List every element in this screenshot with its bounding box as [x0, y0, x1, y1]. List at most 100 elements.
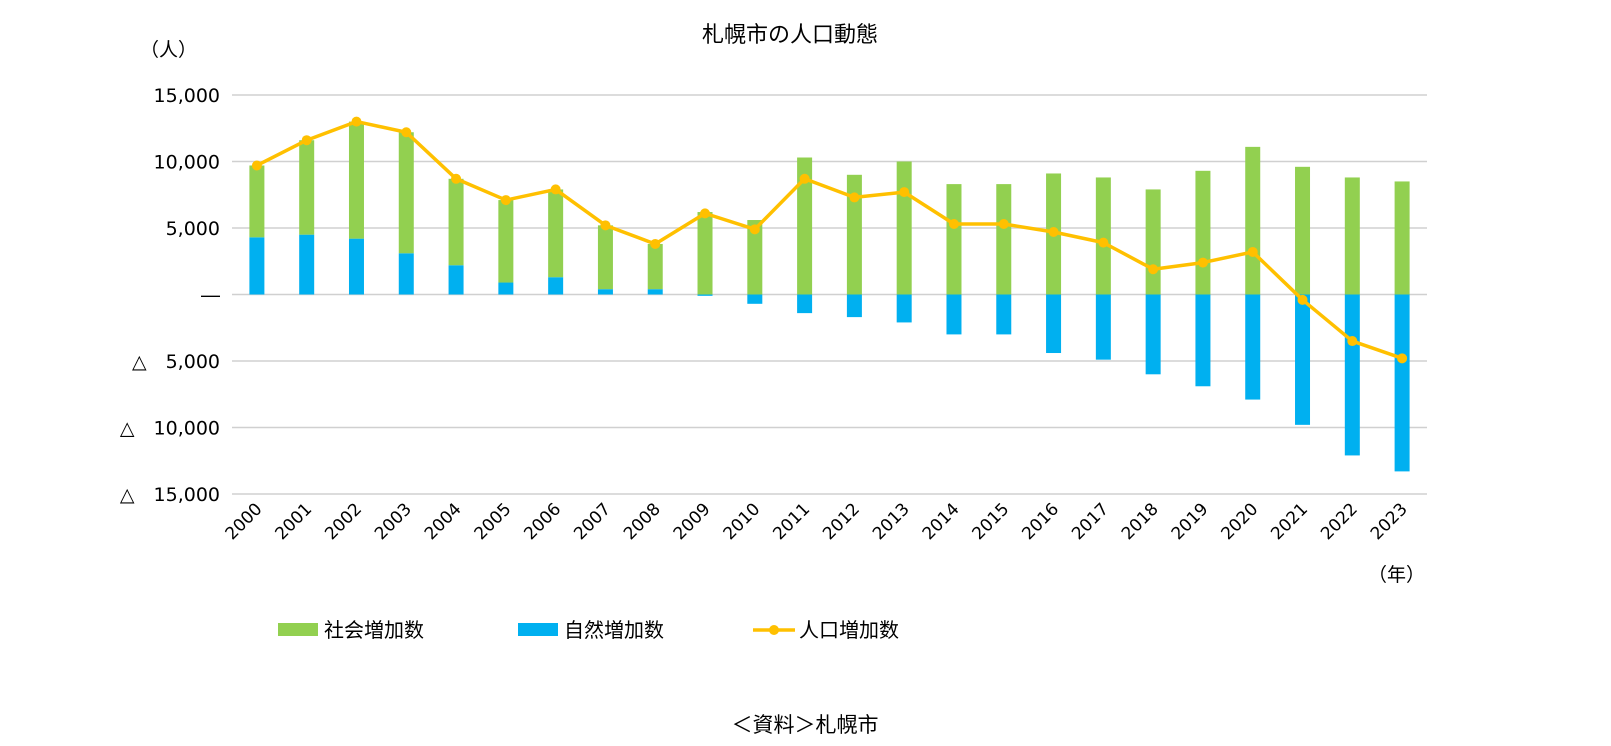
population-increase-point-2011	[799, 173, 810, 184]
population-increase-point-2020	[1247, 246, 1258, 257]
bar-social-increase-2006	[548, 189, 564, 278]
population-increase-point-2009	[700, 208, 711, 219]
x-tick-label: 2010	[720, 499, 765, 544]
bar-natural-increase-2014	[946, 294, 962, 335]
bar-natural-increase-2001	[299, 234, 315, 295]
x-tick-label: 2008	[620, 499, 665, 544]
population-increase-point-2017	[1098, 237, 1109, 248]
y-axis-unit-label: （人）	[140, 39, 197, 61]
bar-natural-increase-2016	[1046, 294, 1062, 354]
y-axis-tick-labels: 15,000 10,000 5,000 ― △ 5,000 △ 10,000 △ 15,00…	[120, 85, 220, 506]
x-tick-label: 2011	[769, 499, 814, 544]
legend-label: 人口増加数	[799, 618, 899, 642]
bar-social-increase-2000	[249, 165, 265, 238]
bar-social-increase-2012	[846, 174, 862, 295]
legend-item-2: 自然増加数	[518, 618, 664, 642]
x-tick-label: 2007	[570, 499, 615, 544]
y-tick-label: 10,000	[154, 152, 220, 174]
population-increase-point-2002	[351, 116, 362, 127]
x-tick-label: 2015	[969, 499, 1014, 544]
x-axis-tick-labels: 2000 2001 2002 2003 2004 2005 2006 2007 2008 2009…	[222, 499, 1412, 544]
bar-natural-increase-2005	[498, 282, 514, 295]
bar-social-increase-2001	[299, 140, 315, 235]
x-tick-label: 2019	[1168, 499, 1213, 544]
x-axis-unit-label: （年）	[1368, 564, 1425, 586]
bar-natural-increase-2022	[1344, 294, 1360, 456]
bar-natural-increase-2023	[1394, 294, 1410, 472]
bar-social-increase-2007	[597, 225, 613, 290]
bar-social-increase-2018	[1145, 189, 1161, 295]
population-increase-point-2015	[998, 219, 1009, 230]
x-tick-label: 2023	[1367, 499, 1412, 544]
legend-label: 自然増加数	[564, 618, 664, 642]
bar-natural-increase-2020	[1245, 294, 1261, 400]
x-tick-label: 2016	[1018, 499, 1063, 544]
population-increase-point-2023	[1397, 353, 1408, 364]
population-increase-point-2006	[550, 184, 561, 195]
population-increase-point-2021	[1297, 294, 1308, 305]
bar-social-increase-2010	[747, 220, 763, 295]
bar-natural-increase-2008	[647, 289, 663, 295]
y-tick-label: 15,000	[154, 85, 220, 107]
population-increase-point-2003	[401, 127, 412, 138]
bar-natural-increase-2003	[398, 253, 414, 295]
bar-social-increase-2009	[697, 212, 713, 295]
population-increase-point-2005	[500, 195, 511, 206]
x-tick-label: 2000	[222, 499, 267, 544]
y-tick-label: △ 5,000	[132, 351, 220, 373]
bar-social-increase-2013	[896, 161, 912, 295]
population-increase-point-2016	[1048, 226, 1059, 237]
population-increase-point-2022	[1347, 336, 1358, 347]
legend-swatch	[518, 623, 558, 636]
y-tick-label: △ 10,000	[120, 418, 220, 440]
y-tick-label: 5,000	[166, 218, 220, 240]
bar-natural-increase-2011	[797, 294, 813, 314]
bar-natural-increase-2013	[896, 294, 912, 323]
bar-natural-increase-2010	[747, 294, 763, 304]
x-tick-label: 2012	[819, 499, 864, 544]
x-tick-label: 2006	[520, 499, 565, 544]
bar-social-increase-2019	[1195, 170, 1211, 295]
bar-natural-increase-2000	[249, 237, 265, 295]
population-increase-line	[251, 116, 1408, 364]
legend: 社会増加数 自然増加数 人口増加数	[278, 618, 899, 642]
bar-social-increase-2002	[348, 121, 364, 239]
legend-item-3: 人口増加数	[753, 618, 899, 642]
population-increase-point-2001	[301, 135, 312, 146]
population-increase-point-2013	[899, 187, 910, 198]
bar-social-increase-2011	[797, 157, 813, 295]
bar-natural-increase-2007	[597, 289, 613, 295]
bar-social-increase-2020	[1245, 146, 1261, 295]
x-tick-label: 2021	[1267, 499, 1312, 544]
bar-social-increase-2005	[498, 200, 514, 283]
bar-natural-increase-2017	[1095, 294, 1111, 360]
population-increase-series-line	[256, 119, 1403, 360]
x-tick-label: 2022	[1317, 499, 1362, 544]
legend-swatch	[278, 623, 318, 636]
bars	[249, 121, 1410, 472]
population-increase-point-2007	[600, 220, 611, 231]
y-tick-label: △ 15,000	[120, 484, 220, 506]
bar-natural-increase-2021	[1295, 294, 1311, 425]
population-increase-point-2019	[1197, 257, 1208, 268]
bar-social-increase-2014	[946, 184, 962, 295]
x-tick-label: 2001	[271, 499, 316, 544]
bar-social-increase-2017	[1095, 177, 1111, 295]
x-tick-label: 2013	[869, 499, 914, 544]
x-tick-label: 2003	[371, 499, 416, 544]
population-increase-point-2012	[849, 192, 860, 203]
population-increase-point-2004	[451, 173, 462, 184]
bar-natural-increase-2002	[348, 238, 364, 295]
bar-natural-increase-2012	[846, 294, 862, 318]
chart-title: 札幌市の人口動態	[702, 23, 878, 48]
population-increase-point-2018	[1148, 264, 1159, 275]
bar-natural-increase-2015	[996, 294, 1012, 335]
x-tick-label: 2017	[1068, 499, 1113, 544]
bar-social-increase-2021	[1295, 166, 1311, 295]
x-tick-label: 2018	[1118, 499, 1163, 544]
bar-natural-increase-2009	[697, 294, 713, 296]
bar-natural-increase-2018	[1145, 294, 1161, 375]
bar-social-increase-2003	[398, 132, 414, 254]
population-increase-point-2000	[251, 160, 262, 171]
